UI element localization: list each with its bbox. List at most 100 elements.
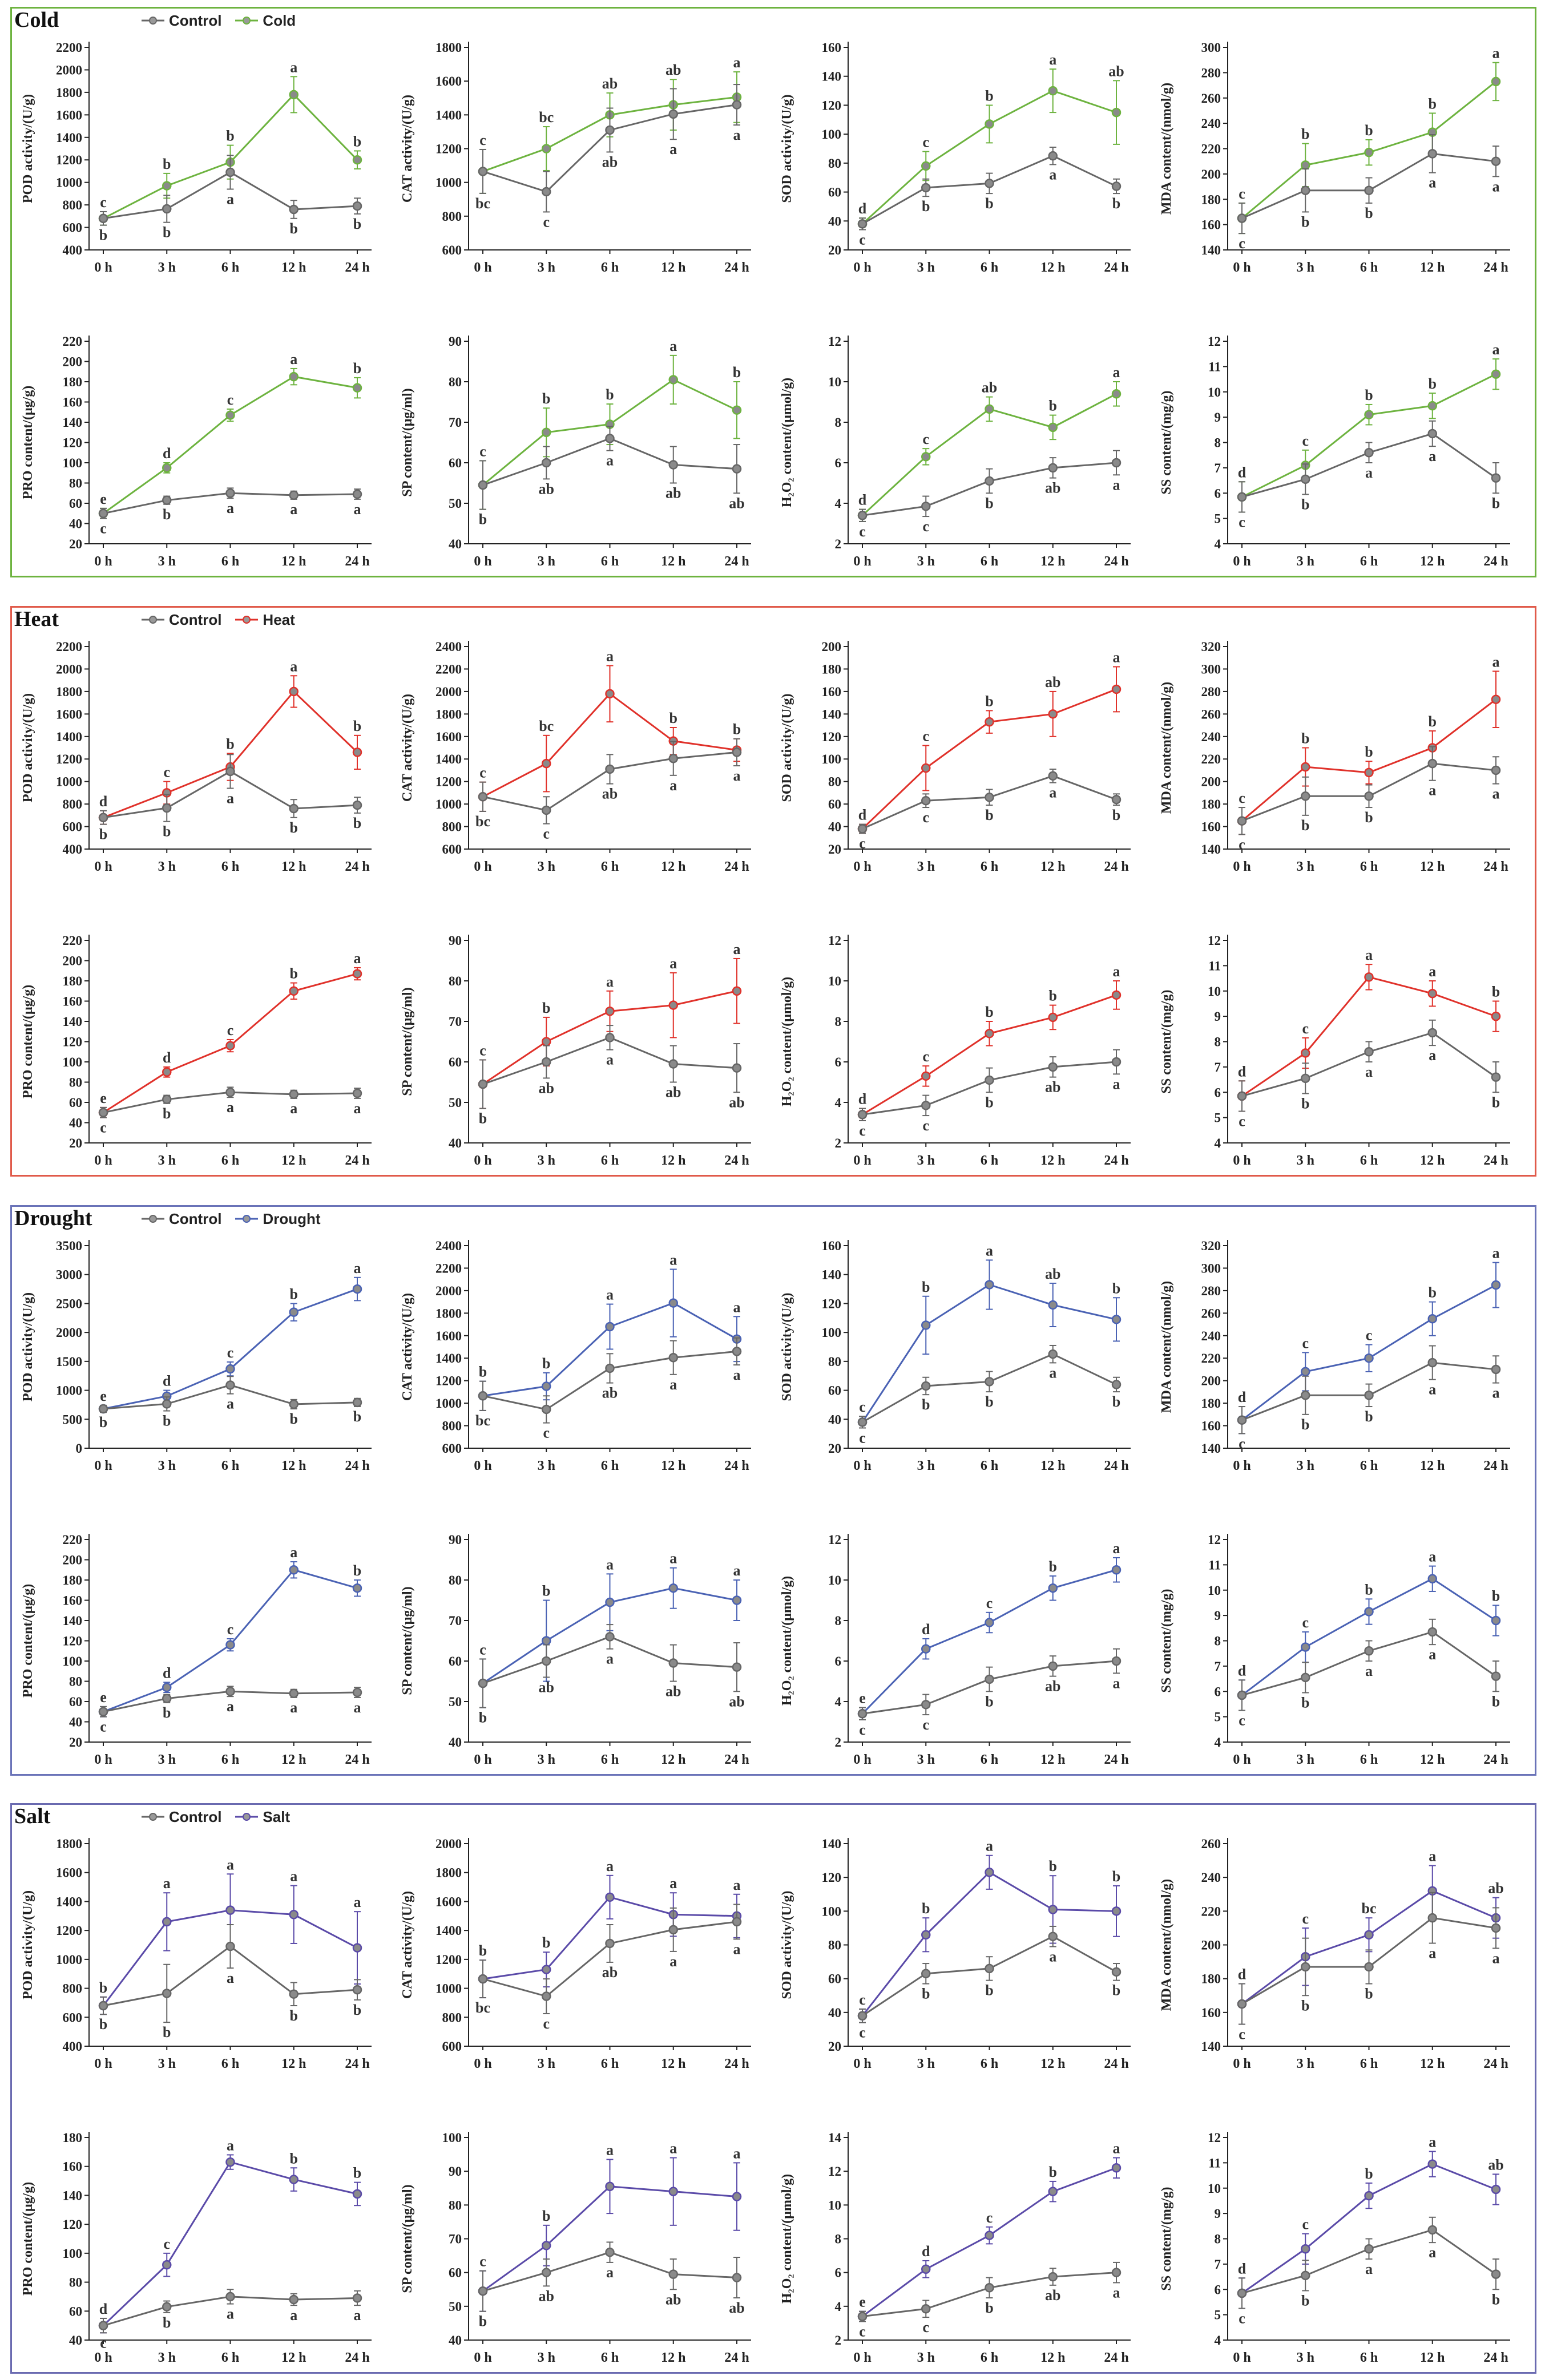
significance-letter: ab [1488, 2156, 1503, 2173]
legend-swatch [142, 1813, 164, 1821]
y-tick-label: 4 [835, 1695, 842, 1709]
significance-letter: c [859, 1991, 866, 2008]
y-tick-label: 8 [835, 2232, 842, 2246]
x-tick-label: 12 h [1420, 859, 1445, 874]
y-tick-label: 120 [63, 436, 83, 450]
y-tick-label: 120 [63, 2217, 83, 2232]
significance-letter: a [733, 2145, 741, 2161]
x-tick-label: 3 h [917, 260, 935, 275]
y-axis-label: MDA content/(nmol/g) [1159, 83, 1174, 215]
significance-letter: c [859, 1722, 866, 1738]
y-tick-label: 12 [828, 334, 841, 349]
x-tick-label: 6 h [601, 2350, 619, 2365]
x-tick-label: 24 h [724, 1752, 749, 1767]
data-point [225, 1905, 235, 1915]
significance-letter: c [227, 1344, 234, 1361]
significance-letter: b [226, 128, 234, 144]
chart-salt-6: 40 50 60 70 80 90 100 0 h 3 h 6 h 12 h 24 h SP conte… [400, 2131, 751, 2365]
x-tick-label: 24 h [1483, 2056, 1508, 2071]
data-point [352, 800, 362, 810]
x-tick-label: 6 h [221, 554, 239, 569]
x-tick-label: 24 h [1104, 1752, 1128, 1767]
significance-letter: c [1302, 433, 1309, 449]
significance-letter: c [859, 1122, 866, 1139]
y-tick-label: 60 [828, 1384, 841, 1398]
y-tick-label: 12 [828, 2164, 841, 2179]
significance-letter: b [1049, 2164, 1057, 2180]
data-point [1364, 448, 1374, 458]
panel-title: Heat [14, 607, 59, 631]
data-point [478, 480, 488, 490]
x-tick-label: 0 h [1233, 554, 1250, 569]
data-point [985, 1963, 994, 1974]
y-tick-label: 20 [69, 1735, 82, 1749]
x-tick-label: 0 h [94, 2056, 112, 2071]
x-tick-label: 24 h [1483, 1458, 1508, 1473]
x-tick-label: 12 h [1420, 2350, 1445, 2365]
x-tick-label: 6 h [601, 554, 619, 569]
data-point [732, 100, 742, 110]
y-tick-label: 400 [63, 2039, 83, 2054]
y-tick-label: 80 [828, 1355, 841, 1369]
y-tick-label: 90 [449, 2164, 462, 2179]
data-point [1427, 1028, 1437, 1038]
series-control: b ab a ab ab [478, 426, 745, 528]
y-tick-label: 3000 [56, 1268, 82, 1282]
y-tick-label: 10 [828, 974, 841, 988]
y-tick-label: 200 [822, 640, 842, 654]
y-tick-label: 80 [449, 2198, 462, 2212]
significance-letter: b [353, 718, 361, 734]
significance-letter: a [1049, 51, 1056, 68]
data-point [1491, 76, 1501, 87]
y-tick-label: 6 [835, 1654, 842, 1668]
series-control: c c b ab a [857, 1049, 1122, 1139]
y-tick-label: 1000 [435, 1982, 462, 1996]
significance-letter: b [163, 1105, 171, 1122]
significance-letter: a [1113, 476, 1120, 493]
data-point [98, 2001, 108, 2011]
data-point [225, 2292, 235, 2302]
x-tick-label: 0 h [94, 859, 112, 874]
significance-letter: ab [1045, 480, 1060, 496]
series-control: c b b a a [1237, 1345, 1501, 1452]
data-point [289, 1688, 298, 1699]
x-tick-label: 3 h [538, 1153, 555, 1168]
data-point [352, 1985, 362, 1995]
y-tick-label: 90 [449, 1533, 462, 1547]
data-point [1111, 107, 1122, 118]
legend-item: Heat [234, 611, 295, 629]
data-point [1427, 758, 1437, 769]
data-point [1301, 791, 1310, 801]
significance-letter: e [100, 491, 107, 507]
legend-swatch [235, 616, 259, 624]
legend-label: Drought [263, 1210, 321, 1227]
significance-letter: ab [665, 2291, 681, 2308]
significance-letter: ab [1045, 1079, 1060, 1096]
significance-letter: b [1112, 1393, 1120, 1410]
significance-letter: b [479, 1364, 487, 1380]
data-point [921, 1320, 931, 1330]
significance-letter: d [858, 492, 867, 508]
y-tick-label: 160 [1201, 218, 1221, 232]
x-tick-label: 6 h [981, 2350, 998, 2365]
data-point [732, 2192, 742, 2201]
x-tick-label: 24 h [1104, 2350, 1128, 2365]
significance-letter: c [163, 2236, 170, 2252]
panel-title: Salt [14, 1804, 51, 1828]
significance-letter: d [99, 2301, 108, 2317]
y-tick-label: 10 [828, 1573, 841, 1587]
y-tick-label: 140 [63, 2188, 83, 2203]
data-point [1491, 1280, 1501, 1290]
y-tick-label: 140 [63, 1614, 83, 1628]
significance-letter: c [859, 2025, 866, 2041]
data-point [668, 109, 678, 119]
series-heat: c b b b a [1237, 653, 1501, 835]
y-tick-label: 240 [1201, 1329, 1221, 1343]
y-tick-label: 1400 [435, 752, 462, 766]
x-tick-label: 24 h [345, 1458, 369, 1473]
panel-drought: Drought Control Drought 0 500 1000 1500 2000 250… [10, 1205, 1536, 1776]
y-axis-label: SOD activity/(U/g) [780, 1891, 794, 1999]
data-point [289, 1989, 298, 1999]
y-tick-label: 6 [835, 2266, 842, 2280]
